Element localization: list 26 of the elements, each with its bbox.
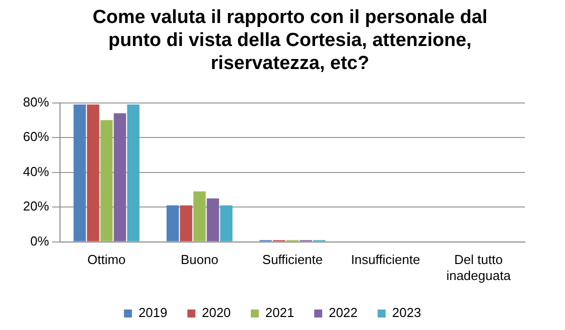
bar — [206, 198, 220, 242]
y-tick-label: 0% — [30, 233, 50, 248]
x-tick-label: Del tutto inadeguata — [446, 252, 512, 283]
legend-label: 2021 — [265, 305, 294, 320]
legend-label: 2022 — [328, 305, 358, 320]
legend-label: 2019 — [138, 305, 168, 320]
legend-label: 2023 — [392, 305, 422, 320]
x-tick-label: Insufficiente — [350, 252, 420, 268]
x-tick-label: Sufficiente — [262, 252, 323, 268]
legend-label: 2020 — [202, 305, 231, 320]
bar — [180, 205, 192, 242]
y-tick-label: 80% — [22, 94, 50, 110]
bar — [74, 104, 86, 242]
bar — [86, 104, 100, 242]
y-tick-label: 60% — [22, 129, 50, 144]
bar — [100, 120, 113, 242]
bar — [220, 205, 232, 242]
y-tick-label: 40% — [22, 164, 50, 179]
x-tick-label: Ottimo — [87, 252, 126, 268]
bar — [193, 191, 206, 242]
chart-title: Come valuta il rapporto con il personale dal punto di vista della Cortesia, attenzione, riservatezza, etc? — [92, 6, 488, 75]
bar — [114, 113, 126, 242]
bar — [127, 104, 140, 242]
x-tick-label: Buono — [180, 252, 218, 268]
bar — [166, 205, 179, 242]
y-tick-label: 20% — [22, 198, 50, 214]
